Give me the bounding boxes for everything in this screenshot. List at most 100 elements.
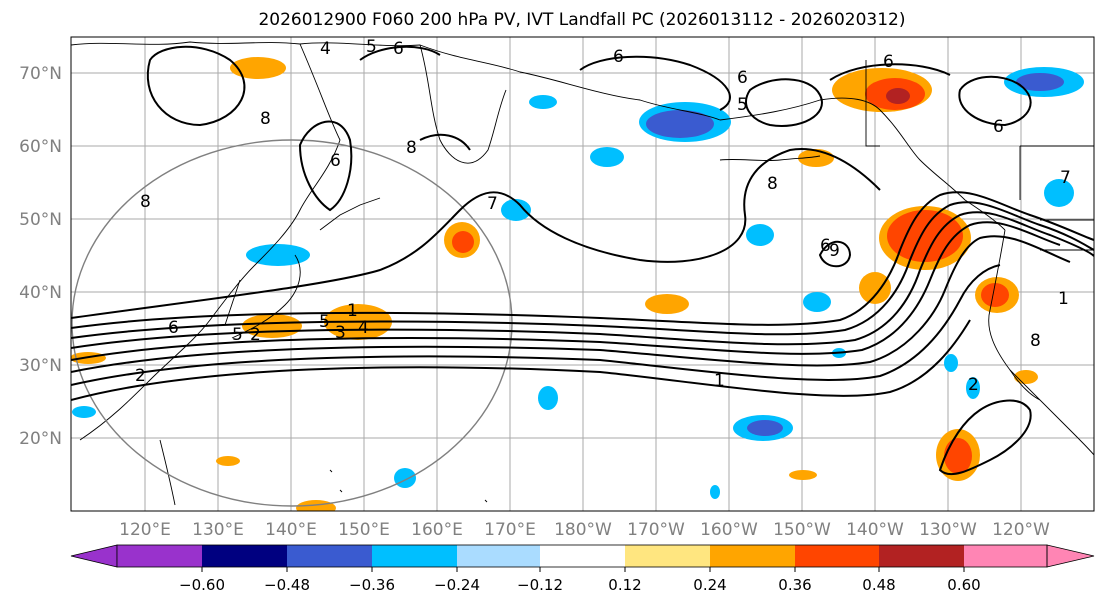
lat-label: 30°N (19, 356, 62, 376)
map-panel: 4 5 6 6 6 6 5 6 8 8 6 8 7 8 6 9 7 1 8 5 (70, 36, 1095, 512)
lon-label: 170°W (627, 520, 685, 540)
anomaly-positive-hawaii-east (789, 470, 817, 480)
colorbar-segment (117, 545, 202, 567)
lon-label: 140°E (265, 520, 317, 540)
lon-label: 180°W (554, 520, 612, 540)
anomaly-negative-gulf-west (746, 224, 774, 246)
colorbar-segment (964, 545, 1047, 567)
lon-label: 170°E (484, 520, 536, 540)
anomaly-negative-west (72, 406, 96, 418)
colorbar-segment (879, 545, 964, 567)
lat-label: 60°N (19, 137, 62, 157)
lat-label: 40°N (19, 283, 62, 303)
latitude-labels: 70°N 60°N 50°N 40°N 30°N 20°N (19, 64, 62, 449)
anomaly-negative-mexico (944, 354, 958, 372)
contour-label: 6 (168, 318, 179, 338)
anomaly-negative-central (803, 292, 831, 312)
contour-label: 2 (135, 366, 146, 386)
contour-label: 8 (406, 138, 417, 158)
contour-label: 5 (319, 312, 330, 332)
contour-labels: 4 5 6 6 6 6 5 6 8 8 6 8 7 8 6 9 7 1 8 5 (135, 37, 1071, 395)
contour-label: 5 (366, 37, 377, 57)
colorbar-tick-label: −0.36 (349, 576, 395, 594)
anomaly-negative-japan-north (246, 244, 310, 266)
contour-label: 6 (393, 39, 404, 59)
colorbar-segment (372, 545, 457, 567)
figure-title: 2026012900 F060 200 hPa PV, IVT Landfall… (258, 10, 905, 30)
contour-label: 1 (714, 371, 725, 391)
anomaly-positive-southwest (296, 500, 336, 511)
contour-label: 9 (829, 241, 840, 261)
contour-label: 4 (320, 39, 331, 59)
colorbar-segment (287, 545, 372, 567)
anomaly-negative-hawaii (733, 415, 793, 441)
colorbar-segment (457, 545, 540, 567)
lat-label: 20°N (19, 429, 62, 449)
contour-label: 6 (820, 236, 831, 256)
colorbar-tick-label: −0.12 (517, 576, 563, 594)
lon-label: 140°W (846, 520, 904, 540)
colorbar-extend-max (1046, 544, 1095, 568)
anomaly-positive-mid-pacific (645, 294, 689, 314)
colorbar-tick-label: −0.60 (179, 576, 225, 594)
colorbar-segment (202, 545, 287, 567)
colorbar-tick-label: 0.12 (608, 576, 641, 594)
contour-label: 6 (993, 117, 1004, 137)
lon-label: 150°W (773, 520, 831, 540)
anomaly-negative-tropic-1 (538, 386, 558, 410)
contour-label: 7 (487, 194, 498, 214)
anomaly-positive-philippines (216, 456, 240, 466)
colorbar-tick-label: −0.24 (434, 576, 480, 594)
colorbar: −0.60 −0.48 −0.36 −0.24 −0.12 0.12 0.24 … (70, 544, 1095, 594)
contour-label: 6 (883, 52, 894, 72)
contour-label: 6 (330, 151, 341, 171)
colorbar-segment (540, 545, 625, 567)
lat-label: 50°N (19, 210, 62, 230)
contour-label: 8 (767, 174, 778, 194)
contour-label: 7 (1060, 168, 1071, 188)
anomaly-negative-bering (639, 102, 731, 142)
lon-label: 130°W (919, 520, 977, 540)
contour-label: 5 (232, 325, 243, 345)
contour-label: 6 (737, 68, 748, 88)
lon-label: 120°E (119, 520, 171, 540)
contour-label: 4 (358, 318, 369, 338)
pv-contours (71, 45, 1094, 476)
colorbar-segment (625, 545, 710, 567)
anomaly-negative-east-pacific (966, 377, 980, 399)
colorbar-tick-label: 0.36 (778, 576, 811, 594)
contour-label: 5 (737, 95, 748, 115)
lat-label: 70°N (19, 64, 62, 84)
anomaly-negative-arctic-mid (529, 95, 557, 109)
lon-label: 160°E (411, 520, 463, 540)
anomaly-negative-northeast (1044, 179, 1074, 207)
coastlines (71, 41, 1094, 506)
anomaly-negative-kurils (501, 199, 531, 221)
colorbar-tick-label: 0.24 (693, 576, 726, 594)
contour-label: 2 (968, 375, 979, 395)
contour-label: 1 (1058, 289, 1069, 309)
colorbar-segment (795, 545, 879, 567)
anomaly-positive-alaska-north (832, 68, 932, 112)
contour-label: 2 (250, 325, 261, 345)
anomaly-positive-california (975, 277, 1019, 313)
anomaly-positive-kamchatka-south (444, 222, 480, 258)
lon-label: 160°W (700, 520, 758, 540)
contour-label: 8 (260, 109, 271, 129)
lon-label: 130°E (192, 520, 244, 540)
colorbar-extend-min (70, 544, 118, 568)
colorbar-segment (710, 545, 795, 567)
contour-label: 8 (1030, 331, 1041, 351)
anomaly-positive-arctic-west (230, 57, 286, 79)
anomaly-positive-subtropic (936, 429, 980, 481)
anomaly-negative-siberia (590, 147, 624, 167)
colorbar-tick-label: 0.60 (947, 576, 980, 594)
lon-label: 150°E (338, 520, 390, 540)
anomaly-negative-small-tropic (710, 485, 720, 499)
contour-label: 8 (140, 192, 151, 212)
contour-label: 3 (335, 323, 346, 343)
longitude-labels: 120°E 130°E 140°E 150°E 160°E 170°E 180°… (119, 520, 1050, 540)
contour-label: 1 (347, 301, 358, 321)
contour-label: 6 (613, 47, 624, 67)
